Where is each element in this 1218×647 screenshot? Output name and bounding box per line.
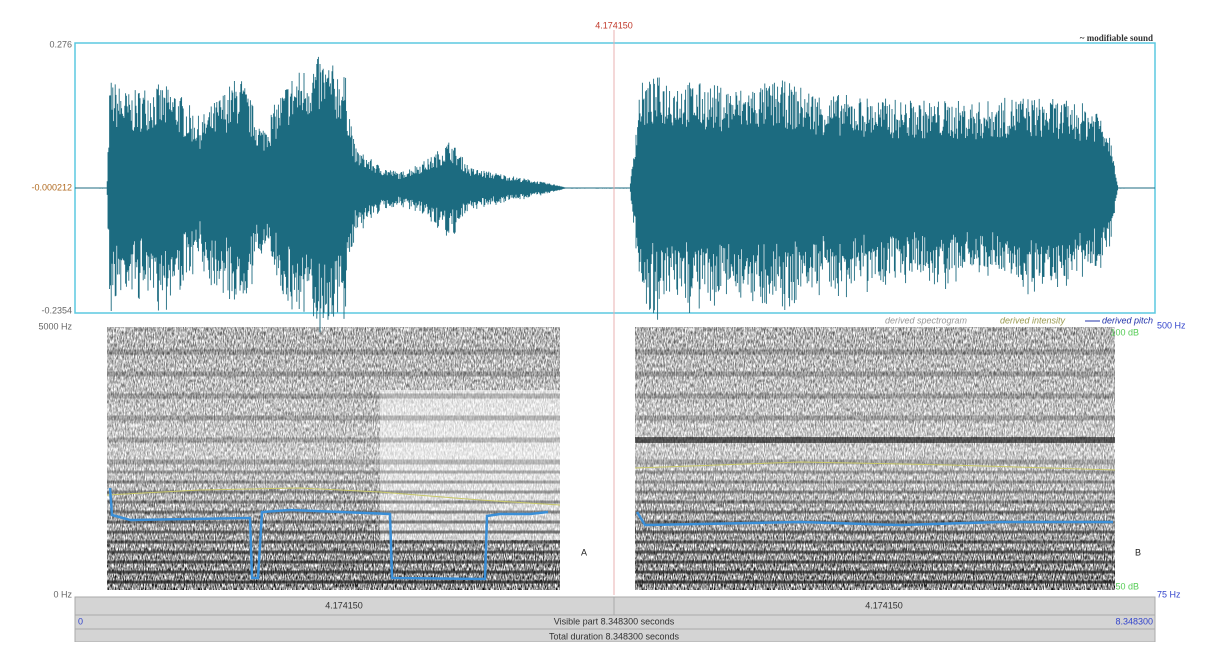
pitch-bottom: 75 Hz — [1157, 589, 1181, 599]
pitch-top: 500 Hz — [1157, 320, 1186, 330]
intensity-top: 100 dB — [1110, 327, 1139, 337]
frequency-top: 5000 Hz — [38, 321, 72, 331]
amplitude-top: 0.276 — [49, 39, 72, 49]
spectrogram-fade — [635, 327, 1115, 590]
total-duration: Total duration 8.348300 seconds — [549, 631, 680, 641]
sound-name: ~ modifiable sound — [1080, 33, 1153, 43]
intensity-curve — [634, 461, 1116, 471]
legend-intensity: derived intensity — [1000, 315, 1066, 325]
annotation-b: B — [1135, 547, 1141, 557]
intensity-curve — [106, 487, 561, 506]
intensity-bottom: 50 dB — [1115, 581, 1139, 591]
pitch-curve — [635, 511, 1113, 527]
pitch-curve — [108, 487, 549, 581]
legend-pitch: derived pitch — [1102, 315, 1153, 325]
spectrogram-light-region — [380, 390, 560, 540]
visible-end: 8.348300 — [1115, 616, 1153, 626]
segment-left-label: 4.174150 — [325, 600, 363, 610]
visible-start: 0 — [78, 616, 83, 626]
amplitude-middle: -0.000212 — [31, 182, 72, 192]
annotation-a: A — [581, 547, 587, 557]
spectrogram — [106, 327, 1116, 590]
waveform-frame — [74, 42, 1156, 314]
frequency-bottom: 0 Hz — [53, 589, 72, 599]
cursor-time: 4.174150 — [595, 20, 633, 30]
legend-spectrogram: derived spectrogram — [885, 315, 968, 325]
amplitude-bottom: -0.2354 — [41, 305, 72, 315]
visible-part: Visible part 8.348300 seconds — [554, 616, 675, 626]
segment-right-label: 4.174150 — [865, 600, 903, 610]
